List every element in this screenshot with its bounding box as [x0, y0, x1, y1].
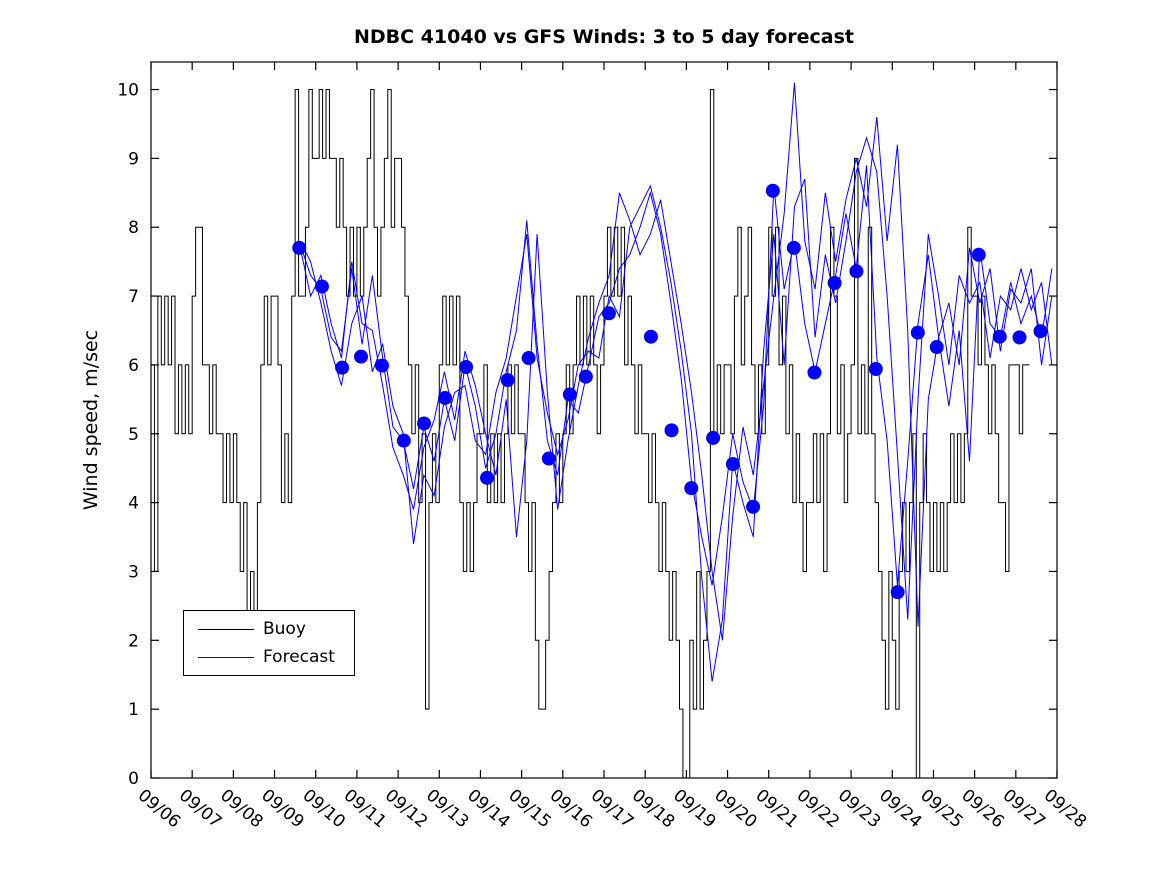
y-tick-label: 2 — [128, 631, 139, 651]
chart-title: NDBC 41040 vs GFS Winds: 3 to 5 day fore… — [353, 26, 855, 48]
legend-label-forecast: Forecast — [263, 646, 335, 667]
forecast-marker — [335, 360, 350, 375]
y-tick-label: 4 — [128, 494, 139, 514]
forecast-marker — [643, 329, 658, 344]
forecast-marker — [684, 481, 699, 496]
x-tick-label: 09/09 — [257, 786, 307, 833]
forecast-3day — [299, 165, 1053, 586]
x-tick-label: 09/20 — [710, 786, 760, 833]
forecast-marker — [725, 457, 740, 472]
y-tick-label: 6 — [128, 356, 139, 376]
forecast-marker — [765, 183, 780, 198]
buoy-series — [151, 89, 1030, 779]
x-tick-label: 09/22 — [793, 786, 843, 833]
forecast-marker — [992, 329, 1007, 344]
y-axis-label: Wind speed, m/sec — [80, 330, 102, 510]
y-tick-label: 3 — [128, 562, 139, 582]
forecast-marker — [417, 416, 432, 431]
forecast-marker — [314, 279, 329, 294]
x-tick-label: 09/27 — [999, 786, 1049, 833]
forecast-marker — [480, 470, 495, 485]
x-tick-label: 09/16 — [546, 786, 596, 833]
forecast-marker — [807, 365, 822, 380]
forecast-marker — [868, 362, 883, 377]
legend-label-buoy: Buoy — [263, 618, 306, 639]
forecast-marker — [1033, 324, 1048, 339]
forecast-marker — [354, 349, 369, 364]
x-tick-label: 09/23 — [834, 786, 884, 833]
x-tick-label: 09/14 — [463, 786, 513, 833]
y-tick-label: 8 — [128, 218, 139, 238]
y-axis: 0 1 2 3 4 5 6 7 8 9 10 — [117, 81, 1057, 789]
forecast-markers — [292, 183, 1048, 600]
forecast-marker — [664, 423, 679, 438]
forecast-marker — [890, 585, 905, 600]
x-tick-label: 09/06 — [134, 786, 184, 833]
x-tick-label: 09/13 — [422, 786, 472, 833]
forecast-marker — [746, 499, 761, 514]
y-tick-label: 0 — [128, 769, 139, 789]
forecast-marker — [910, 325, 925, 340]
x-tick-label: 09/08 — [216, 786, 266, 833]
forecast-marker — [521, 351, 536, 366]
y-tick-label: 5 — [128, 425, 139, 445]
legend: Buoy Forecast — [183, 610, 355, 676]
x-axis: 09/0609/0709/0809/0909/1009/1109/1209/13… — [134, 62, 1090, 832]
x-tick-label: 09/18 — [628, 786, 678, 833]
x-tick-label: 09/15 — [504, 786, 554, 833]
y-tick-label: 7 — [128, 287, 139, 307]
legend-entry-forecast: Forecast — [198, 646, 354, 667]
legend-entry-buoy: Buoy — [198, 618, 354, 639]
forecast-marker — [786, 240, 801, 255]
forecast-marker — [396, 433, 411, 448]
x-tick-label: 09/11 — [340, 786, 390, 833]
forecast-marker — [601, 306, 616, 321]
forecast-marker — [849, 264, 864, 279]
y-tick-label: 1 — [128, 700, 139, 720]
forecast-marker — [541, 451, 556, 466]
forecast-marker — [459, 359, 474, 374]
forecast-5day — [299, 82, 1053, 641]
forecast-marker — [827, 276, 842, 290]
y-tick-label: 9 — [128, 149, 139, 169]
x-tick-label: 09/21 — [752, 786, 802, 833]
forecast-marker — [375, 358, 390, 373]
forecast-marker — [562, 387, 577, 402]
forecast-marker — [500, 373, 515, 388]
x-tick-label: 09/19 — [669, 786, 719, 833]
y-tick-label: 10 — [117, 81, 139, 101]
forecast-marker — [971, 247, 986, 262]
forecast-4day — [299, 135, 1053, 682]
forecast-line-sample — [198, 656, 254, 658]
forecast-marker — [292, 240, 307, 255]
buoy-line-sample — [198, 628, 254, 630]
x-tick-label: 09/07 — [175, 786, 225, 833]
x-tick-label: 09/26 — [957, 786, 1007, 833]
forecast-marker — [929, 340, 944, 355]
x-tick-label: 09/24 — [875, 786, 925, 833]
x-tick-label: 09/28 — [1040, 786, 1090, 833]
x-tick-label: 09/17 — [587, 786, 637, 833]
forecast-marker — [438, 390, 453, 405]
x-tick-label: 09/25 — [916, 786, 966, 833]
x-tick-label: 09/10 — [299, 786, 349, 833]
forecast-marker — [1012, 330, 1027, 345]
forecast-series — [299, 82, 1053, 682]
forecast-marker — [706, 430, 721, 445]
forecast-marker — [578, 369, 593, 384]
x-tick-label: 09/12 — [381, 786, 431, 833]
